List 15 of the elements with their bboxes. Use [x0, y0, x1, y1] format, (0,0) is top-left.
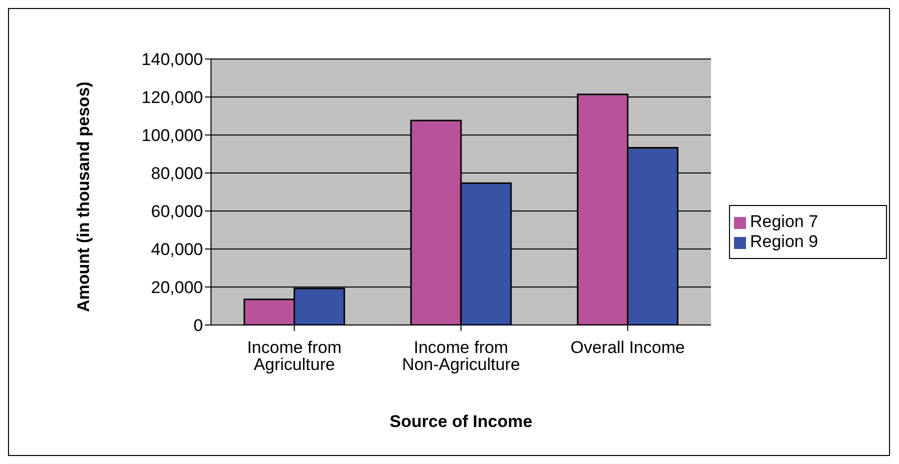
y-axis-title: Amount (in thousand pesos) — [74, 82, 94, 312]
y-tick-label: 60,000 — [151, 202, 203, 222]
y-tick-label: 40,000 — [151, 240, 203, 260]
x-tick-label: Overall Income — [570, 338, 685, 358]
y-tick-label: 100,000 — [142, 126, 203, 146]
y-tick-label: 120,000 — [142, 88, 203, 108]
x-tick-label: Income from Non-Agriculture — [402, 338, 520, 374]
y-tick-label: 20,000 — [151, 278, 203, 298]
y-tick-label: 140,000 — [142, 50, 203, 70]
y-tick-label: 80,000 — [151, 164, 203, 184]
y-tick-label: 0 — [194, 316, 203, 336]
x-tick-label: Income from Agriculture — [247, 338, 342, 374]
legend-label: Region 9 — [750, 232, 818, 251]
legend-label: Region 7 — [750, 212, 818, 231]
x-axis-title: Source of Income — [390, 412, 532, 431]
